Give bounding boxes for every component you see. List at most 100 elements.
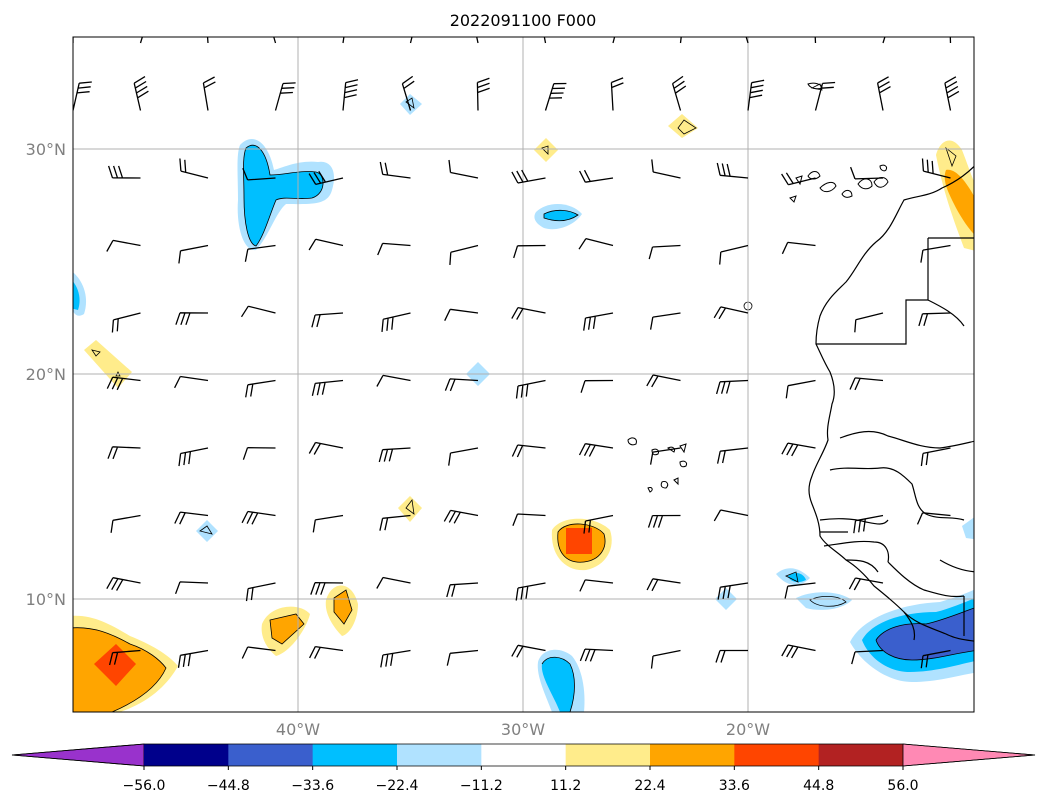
wind-barb <box>241 510 276 525</box>
colorbar-segment <box>228 744 314 766</box>
wind-barb <box>73 649 74 651</box>
wind-barb <box>312 514 344 533</box>
colorbar-tick-label: 11.2 <box>550 778 581 794</box>
wind-barb <box>679 37 682 44</box>
wind-barb <box>578 443 614 457</box>
wind-barb <box>916 512 951 525</box>
map-panel <box>73 37 974 712</box>
wind-barb <box>111 312 141 333</box>
wind-barb <box>920 244 951 263</box>
wind-barb <box>511 306 546 320</box>
wind-barb <box>446 582 479 598</box>
colorbar-extend-low <box>11 743 145 767</box>
wind-barb <box>511 644 546 658</box>
wind-barb <box>781 172 816 186</box>
wind-barb <box>511 444 546 458</box>
wind-barb <box>649 312 681 330</box>
wind-barb <box>106 577 141 591</box>
colorbar-segment <box>565 744 651 766</box>
wind-barb <box>310 581 344 595</box>
wind-barb <box>851 649 884 665</box>
wind-barb <box>781 644 816 659</box>
wind-barb <box>245 582 276 602</box>
wind-barb <box>377 242 411 256</box>
wind-barb <box>848 577 884 591</box>
wind-barb <box>646 578 681 592</box>
map-frame <box>72 36 975 713</box>
colorbar-segment <box>650 744 735 766</box>
wind-barb <box>242 167 276 181</box>
coastline <box>808 165 974 642</box>
wind-barb <box>311 379 344 396</box>
wind-barb <box>578 237 614 250</box>
wind-barb <box>342 79 359 111</box>
wind-barb <box>245 379 276 398</box>
colorbar-tick-label: −22.4 <box>376 778 419 794</box>
wind-barb <box>716 447 749 464</box>
lon-label-20w: 20°W <box>726 720 770 739</box>
wind-barb <box>512 513 546 526</box>
wind-barb <box>650 649 681 669</box>
wind-barb <box>446 649 479 666</box>
wind-barb <box>73 81 92 111</box>
wind-barb <box>379 514 411 531</box>
wind-barb <box>646 374 681 388</box>
wind-barb <box>448 159 479 179</box>
gridlines <box>73 37 974 712</box>
wind-barb <box>244 244 276 262</box>
wind-barb <box>715 649 748 663</box>
wind-barb <box>784 582 816 599</box>
colorbar-tick-label: −44.8 <box>207 778 250 794</box>
lat-label-10n: 10°N <box>26 590 66 609</box>
wind-barb <box>713 306 749 320</box>
wind-barb <box>747 79 765 111</box>
wind-barb <box>308 238 344 251</box>
wind-barb <box>73 178 74 179</box>
wind-barb <box>110 514 141 533</box>
wind-barb <box>781 442 816 457</box>
wind-barb <box>781 241 816 255</box>
wind-barb <box>308 441 344 455</box>
wind-barb <box>376 374 411 387</box>
wind-barb <box>202 76 216 111</box>
wind-barb <box>671 75 687 111</box>
colorbar-segment <box>397 744 482 766</box>
wind-barb <box>177 649 209 668</box>
wind-barb <box>853 514 884 534</box>
wind-barb <box>376 576 411 589</box>
wind-barb <box>511 169 546 184</box>
wind-barb <box>381 312 411 332</box>
wind-barb <box>379 161 411 179</box>
wind-barb <box>444 308 479 321</box>
wind-barb <box>918 312 951 327</box>
wind-barb <box>73 244 74 246</box>
wind-barb <box>785 379 816 399</box>
wind-barb <box>309 645 344 659</box>
wind-barb <box>241 646 276 659</box>
wind-barb <box>443 509 479 524</box>
wind-barb <box>476 37 479 44</box>
wind-barb <box>876 76 891 111</box>
wind-barb <box>378 447 411 463</box>
wind-barb <box>401 75 415 111</box>
wind-barb <box>513 244 546 259</box>
wind-barb <box>178 244 209 264</box>
wind-barb <box>448 447 479 466</box>
wind-barb <box>849 377 884 391</box>
wind-barb <box>579 579 614 592</box>
wind-barb <box>544 82 567 111</box>
wind-barb <box>273 37 277 44</box>
wind-barb <box>649 447 681 465</box>
wind-barb <box>242 447 276 460</box>
colorbar-segment <box>481 744 567 766</box>
wind-barb <box>444 378 479 392</box>
wind-barb <box>449 244 479 265</box>
wind-barb <box>849 166 884 180</box>
colorbar-tick-label: 56.0 <box>887 778 918 794</box>
wind-barb <box>311 312 344 328</box>
wind-barb <box>240 305 276 318</box>
lon-label-40w: 40°W <box>276 720 320 739</box>
wind-barb <box>579 648 614 662</box>
wind-barb <box>178 447 209 467</box>
wind-barb <box>274 82 296 111</box>
